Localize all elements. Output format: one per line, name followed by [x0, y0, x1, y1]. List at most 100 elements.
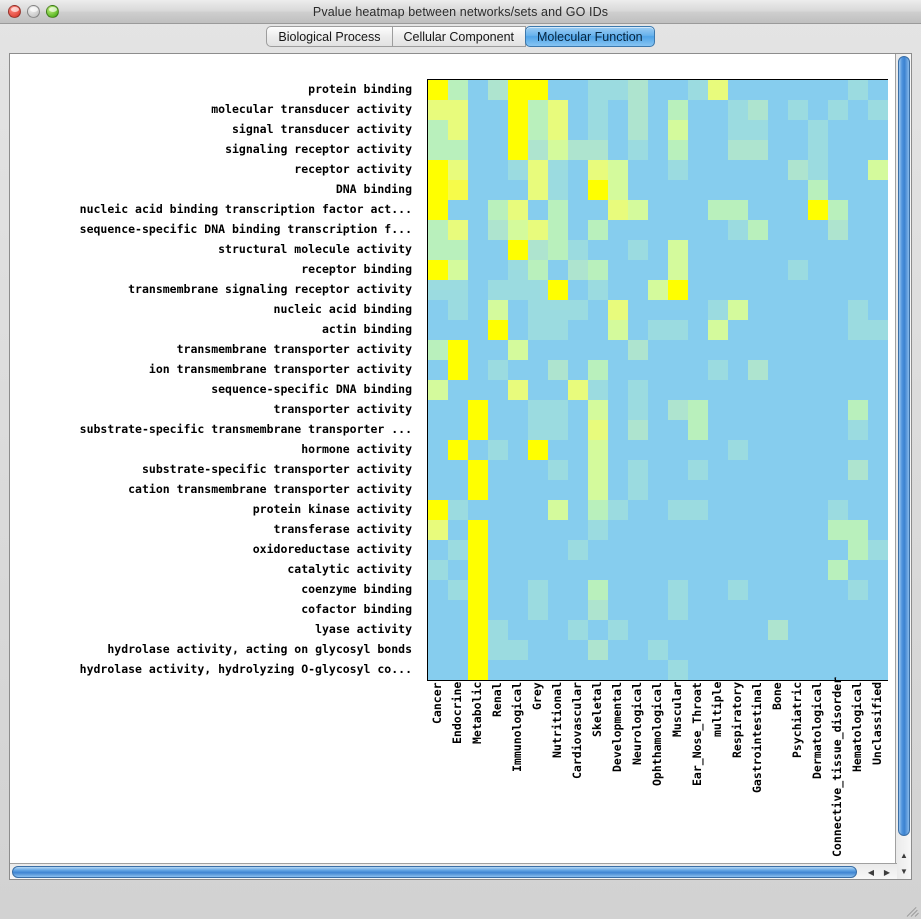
- heatmap-cell: [788, 320, 808, 340]
- heatmap-cell: [448, 380, 468, 400]
- heatmap-cell: [628, 280, 648, 300]
- vertical-scroll-thumb[interactable]: [898, 56, 910, 836]
- heatmap-cell: [588, 580, 608, 600]
- scroll-left-icon[interactable]: ◀: [867, 867, 875, 877]
- heatmap-cell: [468, 120, 488, 140]
- heatmap-cell: [488, 260, 508, 280]
- heatmap-cell: [848, 200, 868, 220]
- heatmap-cell: [448, 180, 468, 200]
- heatmap-cell: [868, 80, 888, 100]
- heatmap-cell: [748, 480, 768, 500]
- row-label: lyase activity: [315, 622, 412, 636]
- resize-grip[interactable]: [905, 904, 919, 918]
- heatmap-cell: [528, 100, 548, 120]
- vertical-scroll-buttons[interactable]: ▲ ▼: [895, 847, 911, 879]
- heatmap-cell: [488, 160, 508, 180]
- heatmap-cell: [648, 400, 668, 420]
- heatmap-cell: [788, 120, 808, 140]
- tab-molecular-function[interactable]: Molecular Function: [525, 26, 655, 47]
- heatmap-cell: [528, 540, 548, 560]
- heatmap-cell: [588, 620, 608, 640]
- heatmap-cell: [728, 600, 748, 620]
- heatmap-cell: [808, 340, 828, 360]
- heatmap-cell: [868, 640, 888, 660]
- heatmap-cell: [648, 260, 668, 280]
- heatmap-cell: [428, 360, 448, 380]
- tab-biological-process[interactable]: Biological Process: [266, 26, 393, 47]
- heatmap-cell: [848, 380, 868, 400]
- heatmap-cell: [628, 220, 648, 240]
- horizontal-scrollbar[interactable]: ◀ ▶: [10, 863, 897, 879]
- heatmap-cell: [828, 360, 848, 380]
- heatmap-cell: [648, 360, 668, 380]
- horizontal-scroll-buttons[interactable]: ◀ ▶: [863, 864, 897, 879]
- scroll-right-icon[interactable]: ▶: [883, 867, 891, 877]
- heatmap-cell: [588, 80, 608, 100]
- heatmap-cell: [448, 540, 468, 560]
- heatmap-cell: [628, 300, 648, 320]
- heatmap-cell: [808, 360, 828, 380]
- heatmap-cell: [648, 80, 668, 100]
- heatmap-cell: [568, 480, 588, 500]
- heatmap-cell: [508, 360, 528, 380]
- heatmap-cell: [788, 80, 808, 100]
- heatmap-cell: [688, 80, 708, 100]
- heatmap-cell: [748, 220, 768, 240]
- heatmap-cell: [788, 520, 808, 540]
- heatmap-cell: [448, 120, 468, 140]
- heatmap-cell: [608, 320, 628, 340]
- heatmap-cell: [568, 160, 588, 180]
- scroll-down-icon[interactable]: ▼: [900, 866, 908, 876]
- heatmap-cell: [628, 80, 648, 100]
- heatmap-cell: [768, 420, 788, 440]
- heatmap-cell: [628, 480, 648, 500]
- heatmap-cell: [688, 660, 708, 680]
- heatmap-cell: [568, 80, 588, 100]
- row-label: nucleic acid binding transcription facto…: [79, 202, 412, 216]
- column-label: Psychiatric: [790, 682, 804, 759]
- heatmap-cell: [588, 260, 608, 280]
- heatmap-cell: [828, 500, 848, 520]
- heatmap-cell: [588, 220, 608, 240]
- heatmap-cell: [808, 220, 828, 240]
- heatmap-cell: [668, 460, 688, 480]
- heatmap-cell: [828, 540, 848, 560]
- tab-cellular-component[interactable]: Cellular Component: [391, 26, 526, 47]
- heatmap-cell: [668, 100, 688, 120]
- heatmap-cell: [688, 580, 708, 600]
- heatmap-cell: [448, 280, 468, 300]
- heatmap-cell: [608, 160, 628, 180]
- heatmap-cell: [728, 240, 748, 260]
- heatmap-cell: [808, 280, 828, 300]
- zoom-button[interactable]: [46, 5, 59, 18]
- heatmap-cell: [508, 480, 528, 500]
- heatmap-cell: [428, 500, 448, 520]
- minimize-button[interactable]: [27, 5, 40, 18]
- heatmap-cell: [828, 340, 848, 360]
- row-label: signaling receptor activity: [225, 142, 412, 156]
- heatmap-cell: [708, 480, 728, 500]
- heatmap-cell: [808, 80, 828, 100]
- heatmap-cell: [588, 120, 608, 140]
- heatmap-cell: [428, 240, 448, 260]
- vertical-scrollbar[interactable]: [895, 54, 911, 879]
- heatmap-cell: [648, 160, 668, 180]
- scroll-up-icon[interactable]: ▲: [900, 850, 908, 860]
- close-button[interactable]: [8, 5, 21, 18]
- heatmap-cell: [668, 240, 688, 260]
- heatmap-cell: [788, 260, 808, 280]
- heatmap-cell: [588, 300, 608, 320]
- heatmap-cell: [448, 260, 468, 280]
- heatmap-grid[interactable]: [427, 79, 888, 681]
- heatmap-cell: [748, 600, 768, 620]
- heatmap-cell: [668, 540, 688, 560]
- heatmap-cell: [808, 120, 828, 140]
- heatmap-cell: [708, 380, 728, 400]
- heatmap-cell: [488, 320, 508, 340]
- heatmap-cell: [468, 100, 488, 120]
- heatmap-cell: [548, 160, 568, 180]
- heatmap-cell: [748, 200, 768, 220]
- heatmap-cell: [808, 420, 828, 440]
- horizontal-scroll-thumb[interactable]: [12, 866, 857, 878]
- heatmap-cell: [508, 140, 528, 160]
